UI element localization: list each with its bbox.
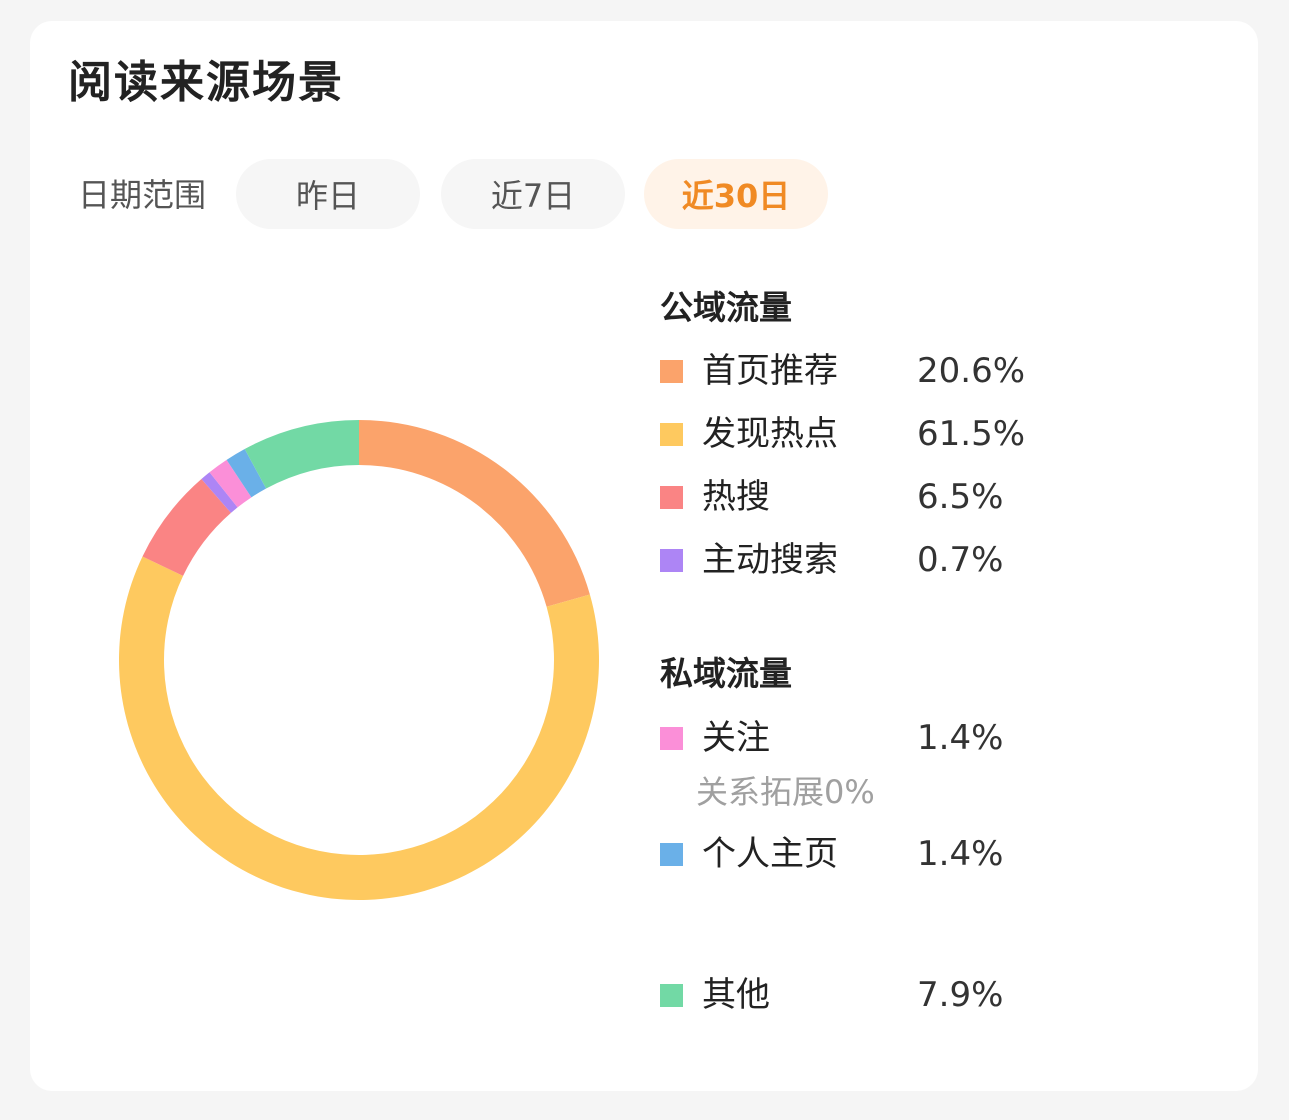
filter-30-days-button[interactable]: 近30日 xyxy=(644,159,828,229)
donut-segment-3 xyxy=(201,472,238,513)
legend-swatch xyxy=(660,423,683,446)
legend-item-profile-page: 个人主页 1.4% xyxy=(660,831,1080,877)
legend-swatch xyxy=(660,549,683,572)
public-traffic-title: 公域流量 xyxy=(660,288,792,327)
reading-source-card: 阅读来源场景 日期范围 昨日 近7日 近30日 公域流量 首页推荐 20.6% … xyxy=(30,21,1258,1091)
legend-value: 1.4% xyxy=(917,718,1004,758)
legend-label: 关注 xyxy=(702,718,770,758)
legend-item-active-search: 主动搜索 0.7% xyxy=(660,537,1080,583)
legend-swatch xyxy=(660,360,683,383)
filter-yesterday-button[interactable]: 昨日 xyxy=(236,159,420,229)
legend-item-other: 其他 7.9% xyxy=(660,972,1080,1018)
date-range-label: 日期范围 xyxy=(78,176,207,214)
legend-value: 6.5% xyxy=(917,477,1004,517)
legend-swatch xyxy=(660,984,683,1007)
legend-value: 20.6% xyxy=(917,351,1026,391)
legend-item-discover-hot: 发现热点 61.5% xyxy=(660,411,1080,457)
legend-swatch xyxy=(660,843,683,866)
legend-swatch xyxy=(660,486,683,509)
legend-label: 其他 xyxy=(702,975,770,1015)
legend-label: 首页推荐 xyxy=(702,351,838,391)
donut-segment-6 xyxy=(226,448,267,498)
legend-label: 热搜 xyxy=(702,477,770,517)
donut-segment-2 xyxy=(142,478,231,576)
legend-value: 0.7% xyxy=(917,540,1004,580)
filter-7-days-button[interactable]: 近7日 xyxy=(441,159,625,229)
legend-value: 1.4% xyxy=(917,834,1004,874)
legend-swatch xyxy=(660,727,683,750)
donut-segment-4 xyxy=(209,459,252,508)
donut-chart xyxy=(119,420,599,900)
donut-segment-7 xyxy=(244,420,359,489)
donut-segment-1 xyxy=(119,556,599,900)
legend-value: 61.5% xyxy=(917,414,1026,454)
legend-label: 发现热点 xyxy=(702,414,838,454)
legend-item-follow: 关注 1.4% xyxy=(660,715,1080,761)
legend-value: 7.9% xyxy=(917,975,1004,1015)
relationship-expansion-note: 关系拓展0% xyxy=(696,773,875,811)
legend-label: 主动搜索 xyxy=(702,540,838,580)
legend-label: 个人主页 xyxy=(702,834,838,874)
card-title: 阅读来源场景 xyxy=(68,57,344,108)
legend-item-hot-search: 热搜 6.5% xyxy=(660,474,1080,520)
donut-segment-0 xyxy=(359,420,590,607)
legend-item-homepage-recommend: 首页推荐 20.6% xyxy=(660,348,1080,394)
private-traffic-title: 私域流量 xyxy=(660,654,792,693)
